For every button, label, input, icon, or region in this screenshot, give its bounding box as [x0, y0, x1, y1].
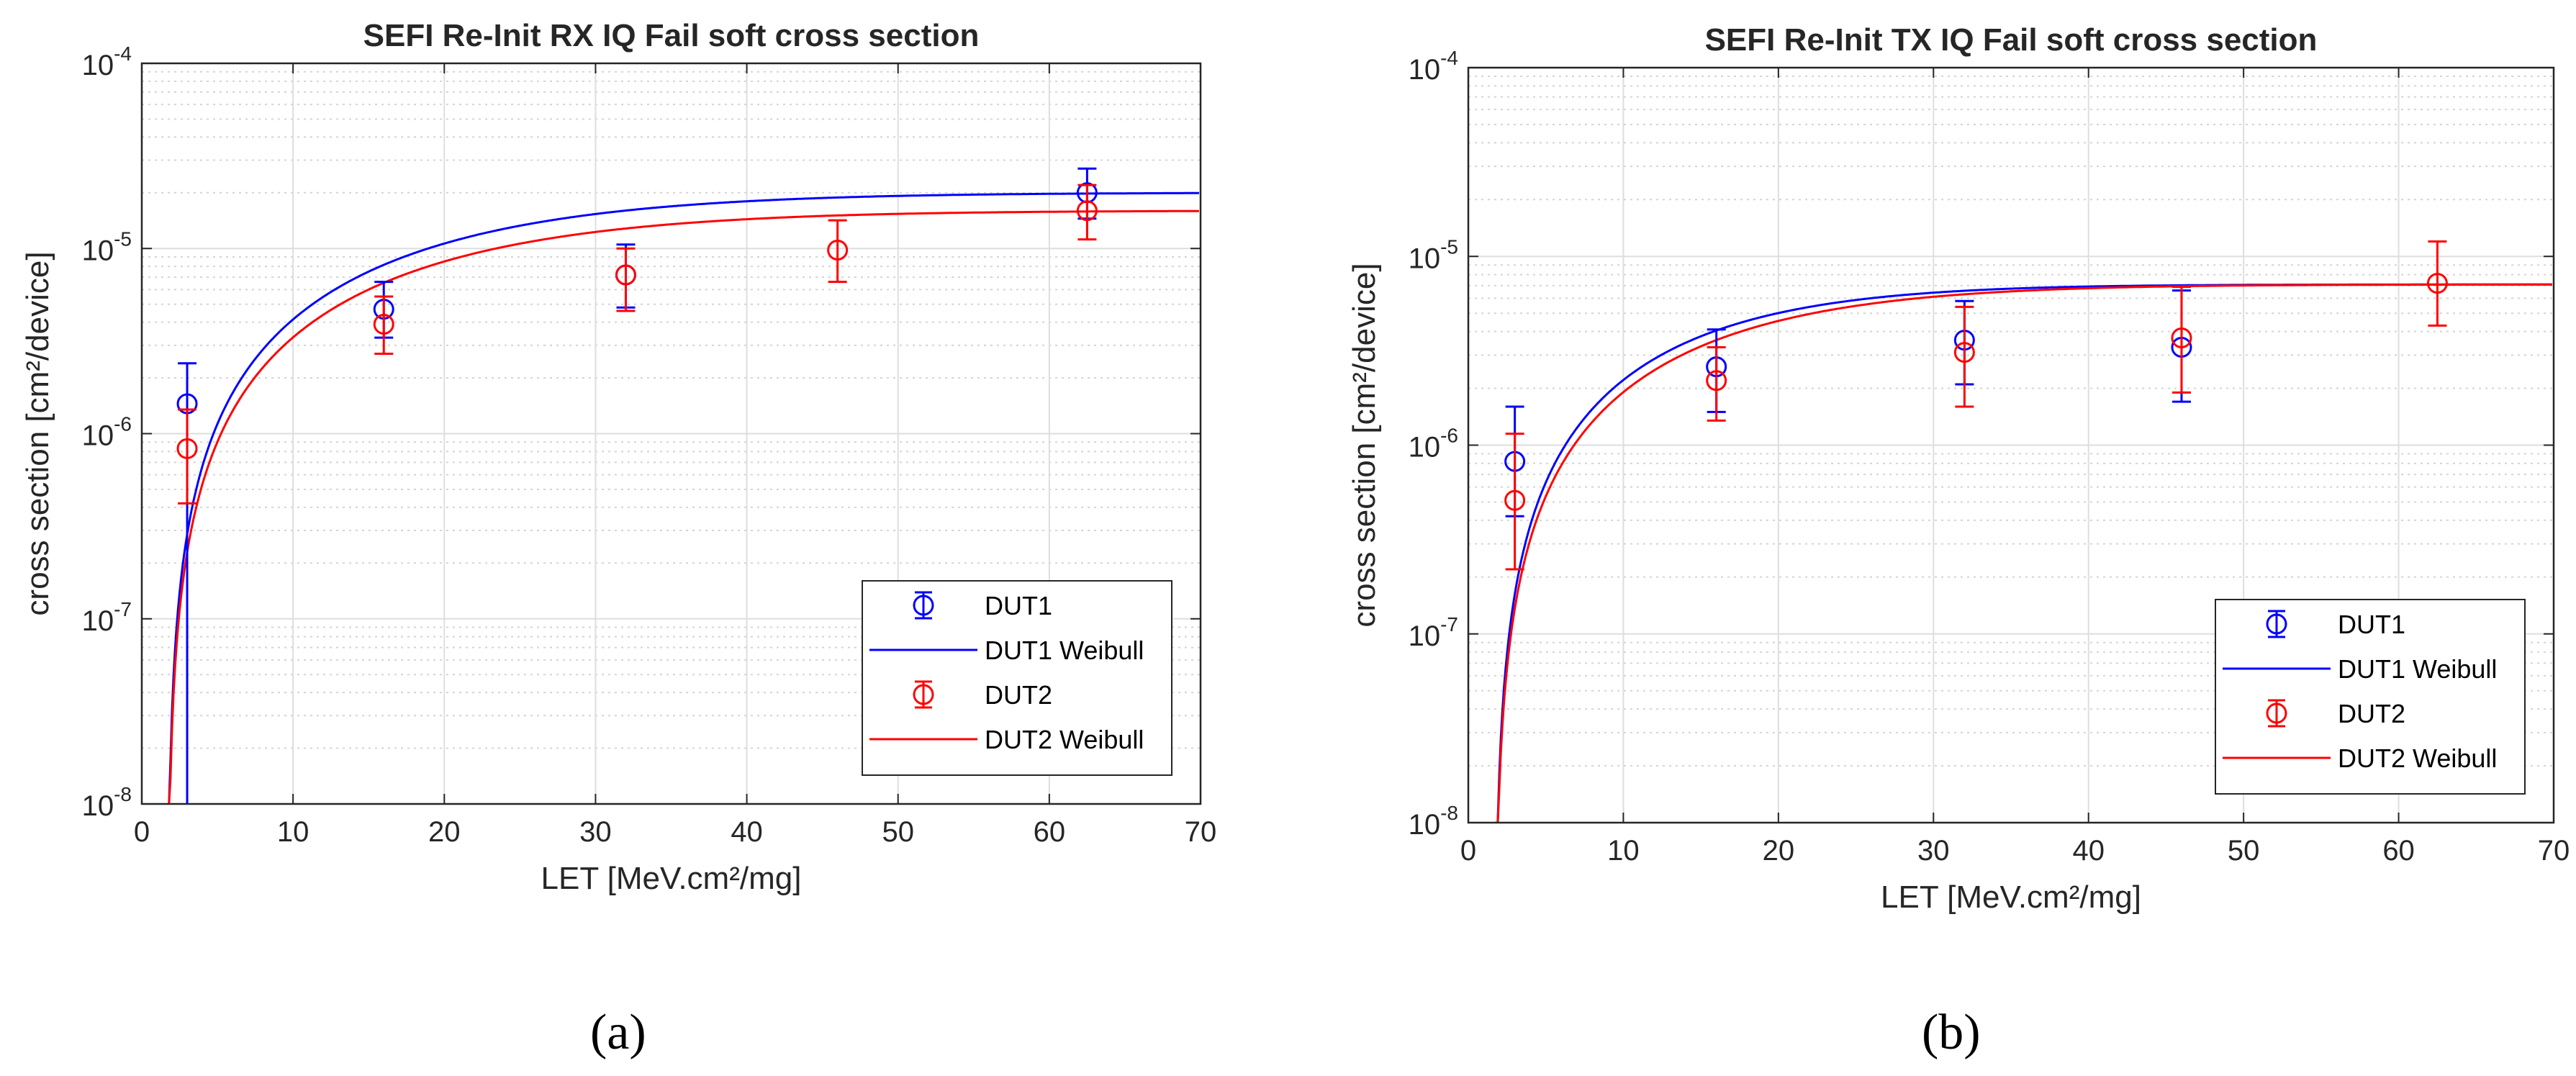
- error-bar: [1955, 305, 1974, 408]
- legend-box: [2215, 599, 2526, 795]
- legend-item: DUT2 Weibull: [2223, 743, 2497, 773]
- chart-a-svg: 0 10 20 30 40 50 60 70 10-8 10-7 10-6 10-5 10-4 SEFI …: [20, 18, 1217, 896]
- x-tick-label: 50: [882, 816, 914, 848]
- error-bar: [616, 247, 636, 312]
- x-tick-label: 40: [731, 816, 763, 848]
- legend-swatch-marker: [913, 594, 934, 616]
- legend-label: DUT1 Weibull: [985, 636, 1144, 665]
- data-point-marker: [1706, 370, 1727, 392]
- legend-item: DUT1: [2266, 610, 2405, 639]
- legend-item: DUT1 Weibull: [869, 636, 1144, 665]
- chart-title: SEFI Re-Init RX IQ Fail soft cross secti…: [363, 18, 980, 53]
- y-tick-label: 10-4: [82, 42, 132, 81]
- legend-box: [862, 580, 1172, 776]
- legend: DUT1 DUT1 Weibull DUT2 DUT2 Weibull: [2215, 599, 2526, 795]
- legend: DUT1 DUT1 Weibull DUT2 DUT2 Weibull: [862, 580, 1172, 776]
- legend-swatch-marker: [2266, 702, 2287, 724]
- legend-item: DUT2: [2266, 699, 2405, 728]
- error-bar: [1077, 184, 1097, 241]
- legend-label: DUT2 Weibull: [985, 725, 1144, 754]
- weibull-curve-dut1-weibull: [168, 191, 1199, 804]
- x-tick-label: 60: [1034, 816, 1066, 848]
- y-tick-label: 10-8: [1409, 802, 1458, 841]
- legend-swatch-marker: [913, 684, 934, 705]
- legend-item: DUT2: [913, 680, 1052, 710]
- y-tick-label: 10-6: [82, 413, 132, 452]
- x-tick-label: 40: [2072, 835, 2105, 867]
- legend-label: DUT2 Weibull: [2338, 743, 2497, 773]
- legend-item: DUT2 Weibull: [869, 725, 1144, 754]
- chart-title: SEFI Re-Init TX IQ Fail soft cross secti…: [1705, 22, 2318, 58]
- error-bar: [828, 219, 847, 284]
- x-tick-label: 70: [1185, 816, 1217, 848]
- y-tick-label: 10-4: [1409, 47, 1458, 86]
- y-tick-label: 10-6: [1409, 425, 1458, 464]
- y-tick-label: 10-7: [82, 598, 132, 637]
- legend-item: DUT1: [913, 591, 1052, 620]
- y-tick-label: 10-7: [1409, 613, 1458, 652]
- x-tick-label: 20: [1763, 835, 1795, 867]
- data-point-marker: [1953, 342, 1975, 363]
- data-point-marker: [373, 313, 394, 335]
- caption-b: (b): [1922, 1005, 1981, 1060]
- legend-swatch-marker: [2266, 613, 2287, 635]
- data-point-marker: [827, 240, 849, 261]
- y-tick-label: 10-5: [82, 227, 132, 266]
- data-point-marker: [615, 264, 636, 286]
- legend-label: DUT2: [985, 680, 1052, 710]
- chart-b-svg: 0 10 20 30 40 50 60 70 10-8 10-7 10-6 10-5 10-4 SEFI …: [1347, 22, 2570, 915]
- error-bar: [2428, 240, 2447, 327]
- x-axis-label: LET [MeV.cm²/mg]: [1881, 880, 2141, 915]
- x-tick-label: 70: [2538, 835, 2570, 867]
- error-bar: [374, 295, 394, 356]
- x-tick-label: 10: [1607, 835, 1640, 867]
- weibull-curve-dut2-weibull: [168, 209, 1199, 804]
- legend-label: DUT1: [985, 591, 1052, 620]
- x-tick-label: 10: [277, 816, 309, 848]
- x-tick-label: 30: [1917, 835, 1950, 867]
- legend-label: DUT1 Weibull: [2338, 654, 2497, 684]
- data-point-marker: [176, 438, 198, 459]
- error-bar: [178, 408, 197, 505]
- x-tick-label: 0: [1460, 835, 1476, 867]
- x-tick-label: 0: [134, 816, 150, 848]
- legend-label: DUT1: [2338, 610, 2405, 639]
- x-tick-label: 30: [579, 816, 612, 848]
- chart-panel-a: 0 10 20 30 40 50 60 70 10-8 10-7 10-6 10-5 10-4 SEFI …: [0, 0, 1281, 993]
- y-axis-label: cross section [cm²/device]: [20, 251, 55, 615]
- legend-item: DUT1 Weibull: [2223, 654, 2497, 684]
- series-dut2: [1504, 240, 2448, 571]
- series-dut2: [176, 184, 1098, 505]
- data-point-marker: [1504, 489, 1526, 511]
- data-point-marker: [2171, 327, 2192, 348]
- chart-panel-b: 0 10 20 30 40 50 60 70 10-8 10-7 10-6 10-5 10-4 SEFI …: [1296, 0, 2576, 993]
- error-bar: [1505, 433, 1524, 571]
- data-point-marker: [2426, 273, 2448, 294]
- weibull-curve-dut2-weibull: [1495, 283, 2552, 823]
- x-tick-label: 50: [2228, 835, 2260, 867]
- x-tick-label: 60: [2382, 835, 2415, 867]
- x-tick-label: 20: [428, 816, 461, 848]
- x-axis-label: LET [MeV.cm²/mg]: [541, 861, 802, 896]
- error-bar: [1707, 346, 1726, 422]
- legend-label: DUT2: [2338, 699, 2405, 728]
- y-tick-label: 10-8: [82, 783, 132, 822]
- y-axis-label: cross section [cm²/device]: [1347, 263, 1382, 627]
- data-point-marker: [1076, 200, 1098, 222]
- y-tick-label: 10-5: [1409, 235, 1458, 274]
- error-bar: [2171, 286, 2191, 394]
- caption-a: (a): [590, 1005, 646, 1060]
